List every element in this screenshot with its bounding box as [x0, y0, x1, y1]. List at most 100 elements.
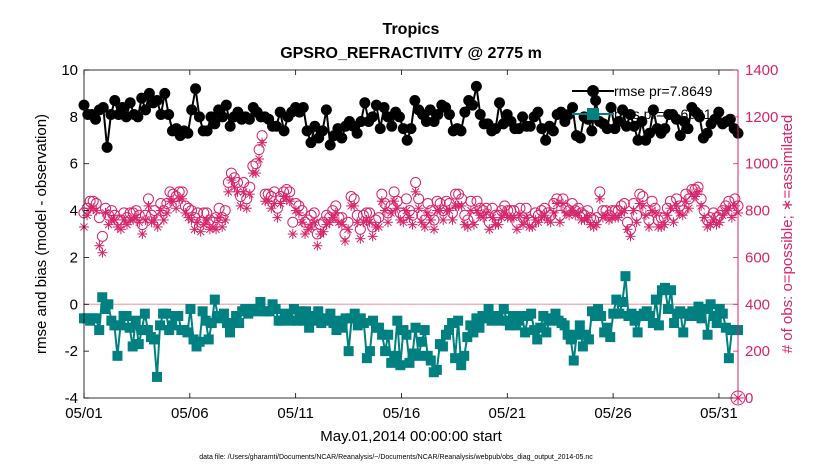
obs-possible-point [305, 209, 317, 221]
asterisk-stroke [439, 216, 448, 224]
obs-possible-point [652, 214, 664, 226]
bias-point [431, 364, 442, 375]
asterisk-stroke [252, 169, 260, 177]
rmse-point [547, 125, 559, 137]
asterisk-stroke [193, 218, 202, 227]
obs-count-group [78, 130, 744, 258]
obs-possible-point [621, 216, 633, 228]
bias-point [264, 306, 275, 317]
rmse-point [109, 94, 121, 106]
obs-possible-point [483, 216, 495, 228]
bias-point [203, 334, 214, 345]
bias-point [526, 308, 537, 319]
rmse-point [567, 101, 579, 113]
rmse-point [324, 139, 336, 151]
obs-possible-point [250, 158, 262, 170]
obs-possible-point [296, 205, 308, 217]
bias-point [474, 322, 485, 333]
rmse-point [540, 134, 552, 146]
obs-possible-point [201, 207, 213, 219]
obs-possible-point [127, 207, 139, 219]
bias-point [693, 301, 704, 312]
rmse-point [713, 106, 725, 118]
obs-possible-point [139, 209, 151, 221]
bias-point [711, 318, 722, 329]
x-axis-label: May.01,2014 00:00:00 start [320, 428, 502, 445]
obs-possible-point [520, 202, 532, 214]
right-y-tick-label-2: 400 [745, 296, 770, 313]
obs-possible-point [545, 209, 557, 221]
rmse-point [620, 120, 632, 132]
obs-possible-point [161, 198, 173, 210]
rmse-point [378, 101, 390, 113]
bias-point [577, 341, 588, 352]
obs-possible-point [668, 209, 680, 221]
obs-possible-point [407, 209, 419, 221]
rmse-point [182, 127, 194, 139]
obs-possible-point [348, 193, 360, 205]
rmse-point [140, 104, 152, 116]
asterisk-stroke [638, 201, 647, 210]
bias-point [696, 313, 707, 324]
legend-rmse-label: rmse pr=7.8649 [614, 83, 713, 99]
rmse-point [659, 123, 671, 135]
obs-possible-point [655, 212, 667, 224]
obs-assimilated-point [161, 207, 172, 218]
obs-possible-point [324, 212, 336, 224]
obs-possible-point [591, 212, 603, 224]
asterisk-stroke [242, 204, 251, 213]
obs-possible-point [173, 186, 185, 198]
obs-possible-point [84, 195, 96, 207]
obs-possible-point [290, 198, 302, 210]
obs-possible-point [569, 205, 581, 217]
rmse-point [355, 116, 367, 128]
asterisk-stroke [270, 199, 279, 208]
obs-assimilated-point [382, 217, 393, 228]
asterisk-stroke [430, 225, 438, 234]
obs-possible-point [446, 207, 458, 219]
obs-possible-point [96, 230, 108, 242]
bias-point [669, 318, 680, 329]
bias-point [288, 303, 299, 314]
obs-possible-point [345, 191, 357, 203]
bias-point [617, 296, 628, 307]
obs-possible-point [176, 186, 188, 198]
obs-possible-point [216, 212, 228, 224]
obs-possible-point [367, 221, 379, 233]
rmse-point [193, 111, 205, 123]
left-y-axis-ticks: -4 -2 0 2 4 6 8 10 [61, 62, 89, 407]
bias-point [364, 346, 375, 357]
bias-point [495, 315, 506, 326]
bias-point [367, 315, 378, 326]
obs-possible-point [692, 181, 704, 193]
bias-point [413, 350, 424, 361]
bias-point [221, 318, 232, 329]
asterisk-stroke [408, 220, 417, 229]
rmse-point [701, 127, 713, 139]
bias-point [185, 303, 196, 314]
asterisk-stroke [466, 206, 475, 215]
bias-point [304, 322, 315, 333]
legend-bias-marker [587, 108, 599, 120]
left-y-tick-label-1: -2 [65, 343, 78, 360]
bias-point [389, 350, 400, 361]
rmse-point [159, 87, 171, 99]
bias-point [325, 308, 336, 319]
obs-possible-point [314, 219, 326, 231]
bias-point [447, 318, 458, 329]
legend-rmse-marker [587, 85, 599, 97]
bias-point [462, 332, 473, 343]
bias-point [675, 306, 686, 317]
obs-assimilated-point [367, 231, 378, 242]
asterisk-stroke [239, 187, 248, 196]
right-y-tick-label-3: 600 [745, 249, 770, 266]
bias-point [507, 311, 518, 321]
bias-point [352, 320, 363, 331]
bias-point [395, 360, 406, 371]
rmse-point [163, 109, 175, 121]
obs-possible-point [551, 193, 563, 205]
bias-point [197, 306, 208, 317]
obs-possible-point [284, 186, 296, 198]
obs-assimilated-point [241, 203, 252, 214]
bias-point [294, 306, 305, 317]
